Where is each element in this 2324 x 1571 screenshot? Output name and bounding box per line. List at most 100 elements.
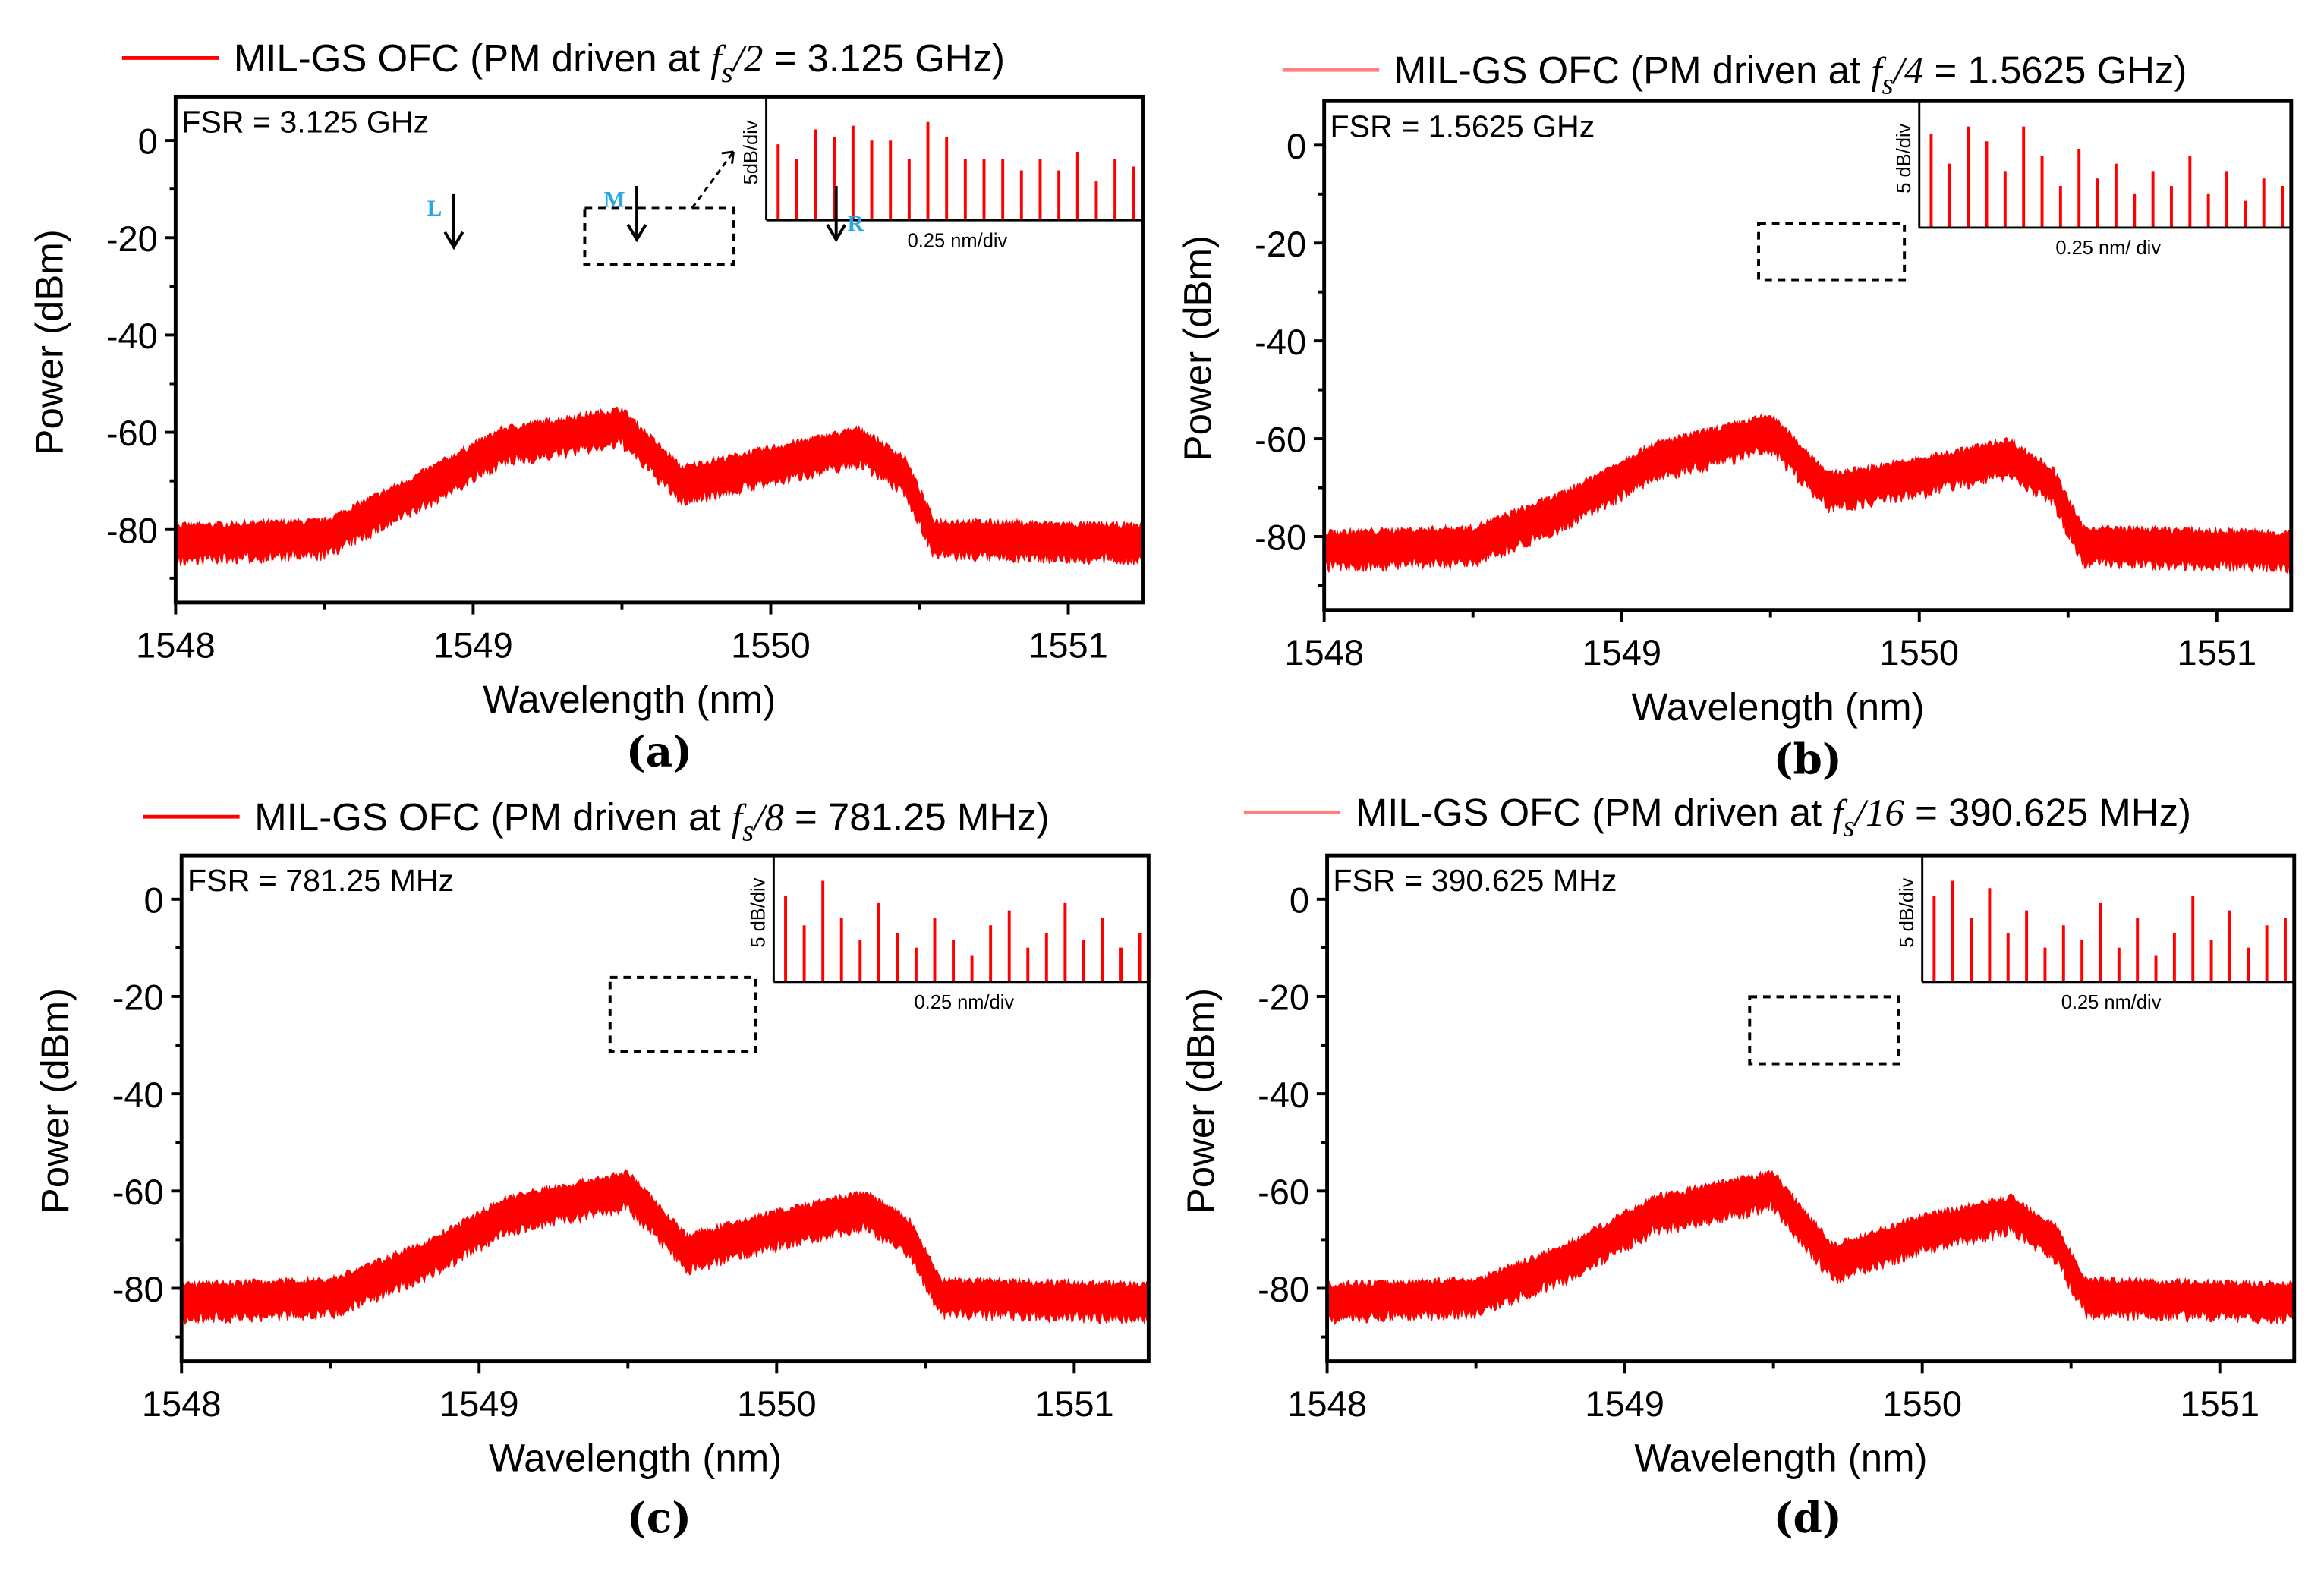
- noise-floor-series: [175, 406, 1143, 567]
- x-tick-label: 1550: [1882, 1384, 1962, 1424]
- x-tick-label: 1550: [737, 1384, 817, 1424]
- legend-label-divisor: /16: [1853, 792, 1905, 835]
- legend-label-sub: s: [1882, 68, 1893, 100]
- inset-chart: 5dB/div 0.25 nm/div: [741, 96, 1143, 251]
- marker-label-M: M: [604, 187, 625, 212]
- y-tick-label: -60: [112, 1172, 164, 1212]
- marker-arrow-icon: [626, 186, 647, 243]
- marker-label-L: L: [427, 197, 442, 221]
- x-tick-label: 1551: [1028, 625, 1108, 665]
- y-tick-label: -80: [112, 1269, 164, 1309]
- noise-floor-series: [1324, 413, 2291, 575]
- x-tick-label: 1548: [136, 625, 216, 665]
- chart-panel-b: MIL-GS OFC (PM driven at fs/4 = 1.5625 G…: [1176, 49, 2294, 783]
- x-tick-label: 1548: [142, 1384, 222, 1424]
- y-tick-label: -40: [112, 1075, 164, 1115]
- y-tick-label: -40: [1258, 1075, 1309, 1115]
- legend-label-sub: s: [1844, 811, 1855, 843]
- chart-panel-a: MIL-GS OFC (PM driven at fs/2 = 3.125 GH…: [27, 36, 1145, 776]
- zoom-region-box: [608, 975, 757, 1053]
- y-tick-label: -60: [1258, 1172, 1309, 1212]
- legend-label-suffix: = 390.625 MHz): [1904, 791, 2191, 834]
- inset-x-label: 0.25 nm/div: [908, 230, 1008, 251]
- y-axis-label: Power (dBm): [1179, 988, 1223, 1214]
- x-tick-label: 1551: [2180, 1384, 2259, 1424]
- legend-label-sub: s: [722, 56, 733, 89]
- inset-chart: 5 dB/div 0.25 nm/ div: [1894, 101, 2291, 259]
- legend-label-prefix: MIL-GS OFC (PM driven at: [1356, 791, 1833, 834]
- y-tick-label: -80: [1255, 518, 1306, 558]
- arrowhead-icon: [721, 150, 735, 164]
- y-axis-label: Power (dBm): [27, 229, 71, 455]
- chart-panel-d: MIL-GS OFC (PM driven at fs/16 = 390.625…: [1179, 791, 2297, 1542]
- y-tick-label: -40: [1255, 322, 1306, 362]
- x-tick-label: 1548: [1287, 1384, 1367, 1424]
- legend-label-sub: s: [742, 815, 754, 848]
- inset-y-label: 5dB/div: [741, 120, 762, 184]
- x-tick-label: 1551: [2177, 632, 2256, 672]
- x-tick-label: 1549: [433, 625, 513, 665]
- inset-y-label: 5 dB/div: [1897, 877, 1918, 947]
- y-tick-label: -80: [106, 510, 158, 550]
- y-tick-label: -80: [1258, 1269, 1309, 1309]
- inset-chart: 5 dB/div 0.25 nm/div: [1897, 855, 2294, 1013]
- y-tick-label: -60: [1255, 420, 1306, 460]
- y-tick-label: -20: [1255, 224, 1306, 264]
- inset-x-label: 0.25 nm/div: [2061, 992, 2162, 1013]
- panel-caption: (c): [627, 1493, 691, 1542]
- y-tick-label: 0: [1286, 126, 1306, 166]
- legend-label: MIL-GS OFC (PM driven at fs/2 = 3.125 GH…: [234, 36, 1005, 89]
- marker-arrow-icon: [443, 193, 464, 250]
- plot-frame: [179, 853, 1151, 1364]
- y-axis-label: Power (dBm): [1176, 235, 1220, 461]
- legend-label-prefix: MIL-GS OFC (PM driven at: [254, 795, 732, 839]
- noise-floor-series: [181, 1169, 1149, 1326]
- x-axis-label: Wavelength (nm): [1632, 685, 1925, 729]
- marker-arrow-icon: [826, 186, 847, 243]
- legend-label-divisor: /8: [751, 797, 784, 839]
- x-tick-label: 1551: [1034, 1384, 1114, 1424]
- x-tick-label: 1548: [1284, 632, 1364, 672]
- legend-label-suffix: = 1.5625 GHz): [1923, 49, 2187, 92]
- x-tick-label: 1550: [1879, 632, 1959, 672]
- inset-chart: 5 dB/div 0.25 nm/div: [748, 855, 1149, 1013]
- y-tick-label: 0: [1290, 880, 1309, 920]
- y-tick-label: -20: [112, 978, 164, 1018]
- zoom-region-box: [1757, 222, 1907, 282]
- fsr-annotation: FSR = 781.25 MHz: [187, 863, 454, 898]
- x-axis-label: Wavelength (nm): [483, 678, 776, 721]
- legend-label: MIL-GS OFC (PM driven at fs/16 = 390.625…: [1356, 791, 2191, 843]
- legend-label-divisor: /4: [1891, 50, 1924, 93]
- inset-x-label: 0.25 nm/ div: [2055, 238, 2161, 259]
- y-tick-label: -60: [106, 413, 158, 453]
- fsr-annotation: FSR = 1.5625 GHz: [1330, 109, 1595, 143]
- panel-caption: (d): [1774, 1493, 1842, 1542]
- y-tick-label: -20: [106, 219, 158, 259]
- y-tick-label: 0: [144, 880, 164, 920]
- fsr-annotation: FSR = 3.125 GHz: [181, 104, 429, 139]
- y-axis-label: Power (dBm): [33, 988, 77, 1214]
- legend-label-suffix: = 3.125 GHz): [763, 36, 1005, 80]
- inset-x-label: 0.25 nm/div: [914, 992, 1014, 1013]
- chart-panel-c: MIL-GS OFC (PM driven at fs/8 = 781.25 M…: [33, 795, 1151, 1542]
- legend-label-prefix: MIL-GS OFC (PM driven at: [1394, 49, 1872, 92]
- x-tick-label: 1550: [731, 625, 811, 665]
- panel-caption: (b): [1774, 734, 1842, 783]
- inset-y-label: 5 dB/div: [748, 877, 770, 947]
- x-tick-label: 1549: [1582, 632, 1661, 672]
- zoom-region-box: [1748, 995, 1900, 1066]
- inset-pointer-arrow: [691, 151, 735, 209]
- plot-frame: [1325, 853, 2297, 1364]
- panel-caption: (a): [626, 727, 692, 776]
- zoom-region-box: [583, 206, 735, 266]
- marker-label-R: R: [848, 212, 864, 236]
- x-tick-label: 1549: [1585, 1384, 1664, 1424]
- plot-frame: [173, 94, 1145, 605]
- fsr-annotation: FSR = 390.625 MHz: [1333, 863, 1617, 898]
- y-tick-label: -20: [1258, 978, 1309, 1018]
- legend-label-prefix: MIL-GS OFC (PM driven at: [234, 36, 711, 80]
- legend-label-suffix: = 781.25 MHz): [784, 795, 1050, 839]
- y-tick-label: -40: [106, 316, 158, 356]
- x-tick-label: 1549: [439, 1384, 519, 1424]
